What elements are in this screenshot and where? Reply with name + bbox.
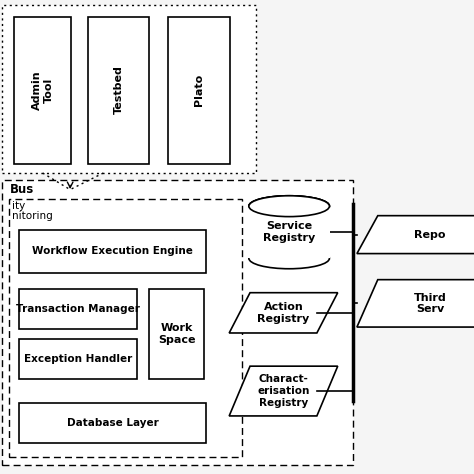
- Text: Repo: Repo: [414, 229, 446, 240]
- FancyBboxPatch shape: [19, 339, 137, 379]
- FancyBboxPatch shape: [248, 206, 330, 258]
- FancyBboxPatch shape: [9, 199, 242, 457]
- FancyBboxPatch shape: [2, 180, 353, 465]
- Text: Third
Serv: Third Serv: [414, 292, 447, 314]
- Text: Database Layer: Database Layer: [67, 418, 158, 428]
- Ellipse shape: [249, 196, 329, 217]
- Text: Exception Handler: Exception Handler: [24, 354, 132, 364]
- Text: Transaction Manager: Transaction Manager: [16, 304, 140, 314]
- FancyBboxPatch shape: [168, 17, 230, 164]
- Text: Service
Registry: Service Registry: [263, 221, 315, 243]
- Polygon shape: [229, 292, 337, 333]
- FancyBboxPatch shape: [2, 5, 256, 173]
- Text: Plato: Plato: [194, 74, 204, 106]
- Ellipse shape: [249, 196, 329, 217]
- FancyBboxPatch shape: [19, 403, 206, 443]
- Text: nitoring: nitoring: [12, 210, 53, 221]
- Ellipse shape: [249, 248, 329, 269]
- Polygon shape: [357, 280, 474, 327]
- FancyBboxPatch shape: [88, 17, 149, 164]
- FancyBboxPatch shape: [19, 289, 137, 329]
- Text: Action
Registry: Action Registry: [257, 302, 310, 324]
- Text: Charact-
erisation
Registry: Charact- erisation Registry: [257, 374, 310, 408]
- Text: Work
Space: Work Space: [158, 323, 195, 345]
- FancyBboxPatch shape: [19, 230, 206, 273]
- FancyBboxPatch shape: [249, 206, 329, 258]
- Text: Workflow Execution Engine: Workflow Execution Engine: [32, 246, 193, 256]
- Text: Bus: Bus: [9, 183, 34, 196]
- Text: Testbed: Testbed: [113, 65, 124, 115]
- Polygon shape: [229, 366, 337, 416]
- Text: Admin
Tool: Admin Tool: [32, 70, 54, 110]
- Polygon shape: [357, 216, 474, 254]
- FancyBboxPatch shape: [149, 289, 204, 379]
- Text: ity: ity: [12, 201, 25, 211]
- FancyBboxPatch shape: [14, 17, 71, 164]
